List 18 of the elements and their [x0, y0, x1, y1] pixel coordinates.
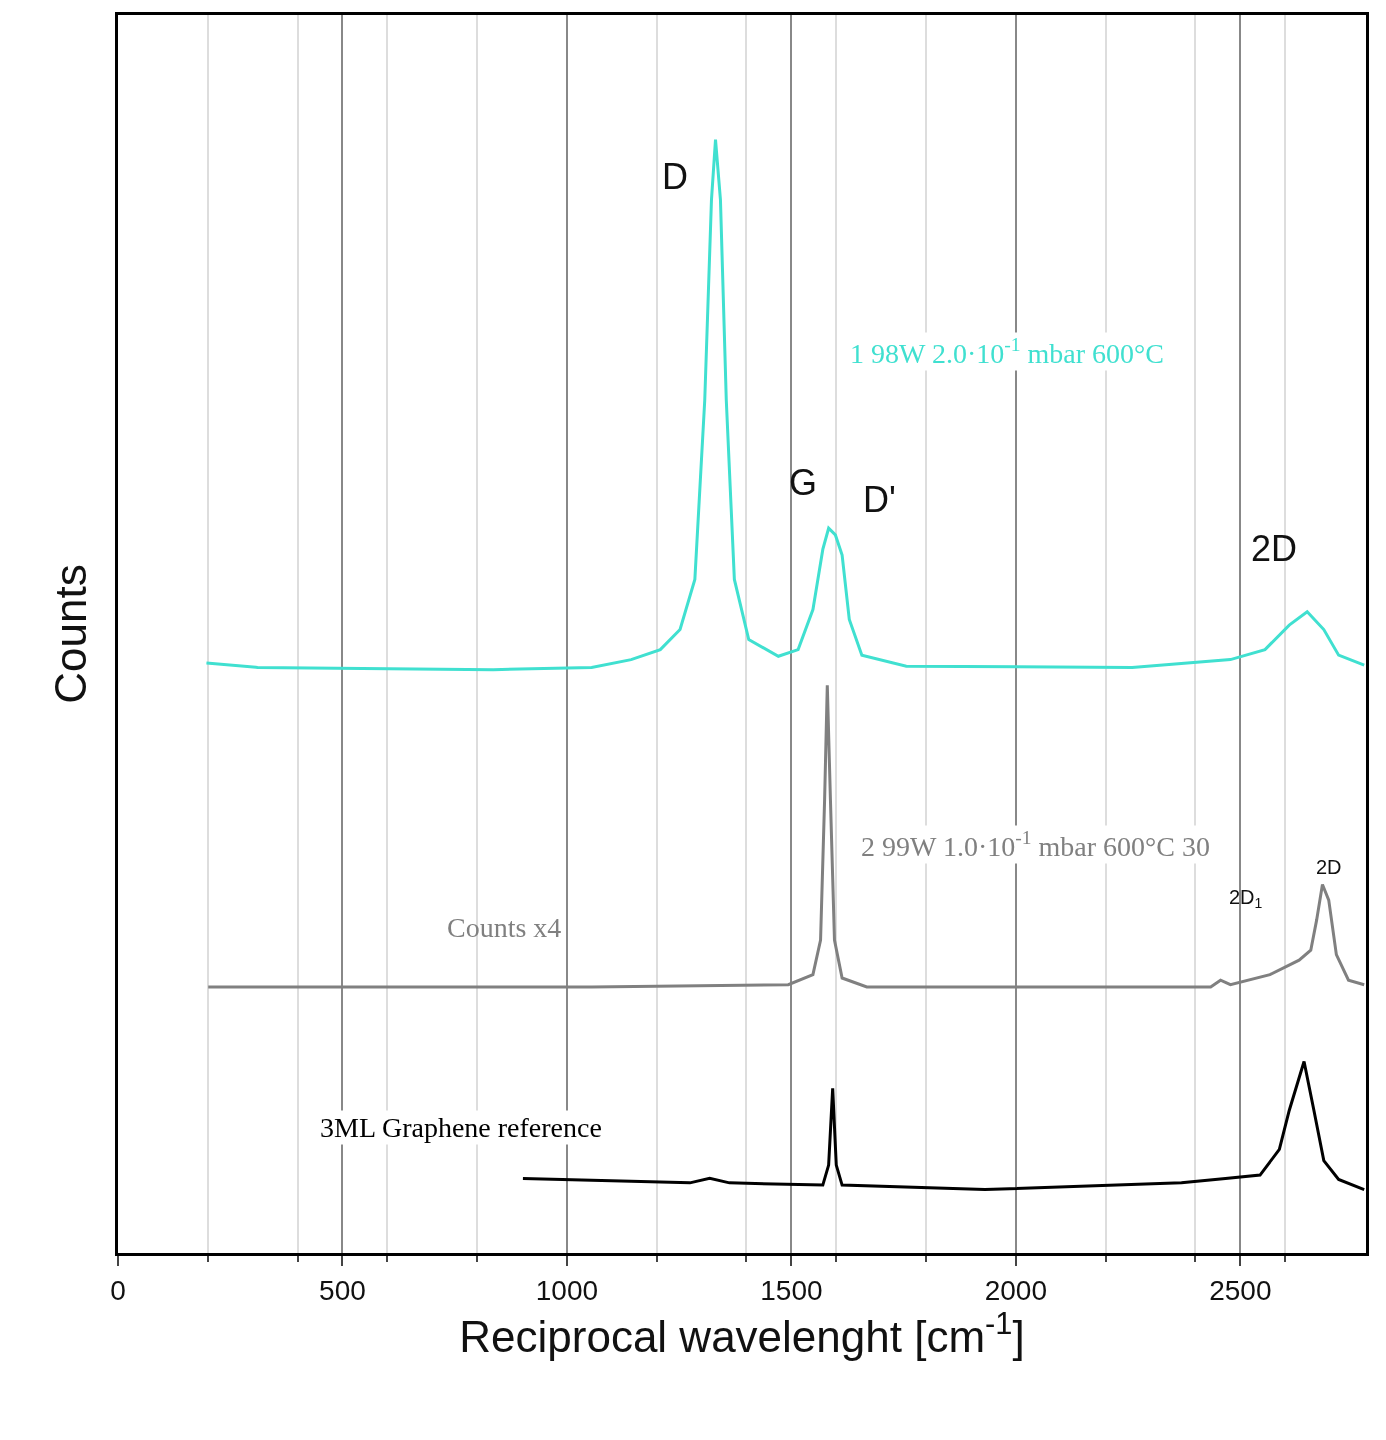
annotation: 2D — [1316, 856, 1342, 878]
annotation: D' — [863, 479, 896, 520]
series-label: 3ML Graphene reference — [320, 1112, 602, 1143]
annotation: G — [789, 462, 818, 503]
x-tick-label: 0 — [110, 1274, 126, 1306]
annotation: Counts x4 — [447, 912, 562, 943]
annotation: 2D$_{1}$ — [1229, 886, 1263, 912]
x-tick-label: 1000 — [535, 1274, 599, 1306]
series-label: 2 99W 1.0·10$^{-1}$ mbar 600°C 30 — [861, 827, 1210, 862]
x-axis-title: Reciprocal wavelenght [cm$^{-1}$] — [459, 1305, 1025, 1362]
text: 1 98W 2.0·10$^{-1}$ mbar 600°C — [850, 334, 1164, 369]
y-axis-title: Counts — [46, 564, 96, 704]
x-tick-label: 1500 — [760, 1274, 823, 1306]
annotation: D — [662, 156, 688, 197]
annotation: 2D — [1251, 528, 1298, 569]
x-tick-label: 2000 — [984, 1274, 1047, 1306]
x-tick-label: 500 — [319, 1274, 366, 1306]
x-tick-label: 2500 — [1209, 1274, 1272, 1306]
